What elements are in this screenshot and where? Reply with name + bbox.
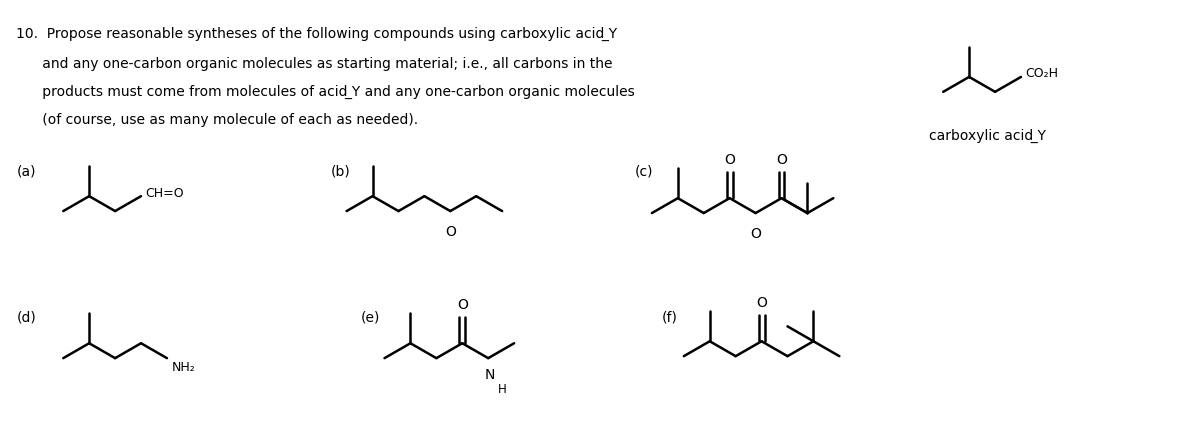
Text: O: O (776, 153, 787, 167)
Text: O: O (750, 227, 761, 241)
Text: (a): (a) (17, 165, 36, 178)
Text: O: O (756, 296, 767, 310)
Text: (of course, use as many molecule of each as needed).: (of course, use as many molecule of each… (17, 113, 419, 127)
Text: carboxylic acid ̲Y: carboxylic acid ̲Y (929, 128, 1046, 143)
Text: (f): (f) (662, 310, 678, 324)
Text: NH₂: NH₂ (172, 361, 196, 374)
Text: (e): (e) (360, 310, 380, 324)
Text: (d): (d) (17, 310, 36, 324)
Text: (b): (b) (331, 165, 350, 178)
Text: CH=O: CH=O (145, 187, 184, 200)
Text: 10.  Propose reasonable syntheses of the following compounds using carboxylic ac: 10. Propose reasonable syntheses of the … (17, 27, 618, 41)
Text: products must come from molecules of acid ̲Y and any one-carbon organic molecule: products must come from molecules of aci… (17, 85, 635, 99)
Text: N: N (485, 368, 496, 382)
Text: CO₂H: CO₂H (1025, 67, 1058, 80)
Text: (c): (c) (635, 165, 654, 178)
Text: O: O (445, 225, 456, 239)
Text: O: O (725, 153, 736, 167)
Text: O: O (457, 298, 468, 312)
Text: and any one-carbon organic molecules as starting material; i.e., all carbons in : and any one-carbon organic molecules as … (17, 57, 613, 71)
Text: H: H (498, 383, 506, 396)
